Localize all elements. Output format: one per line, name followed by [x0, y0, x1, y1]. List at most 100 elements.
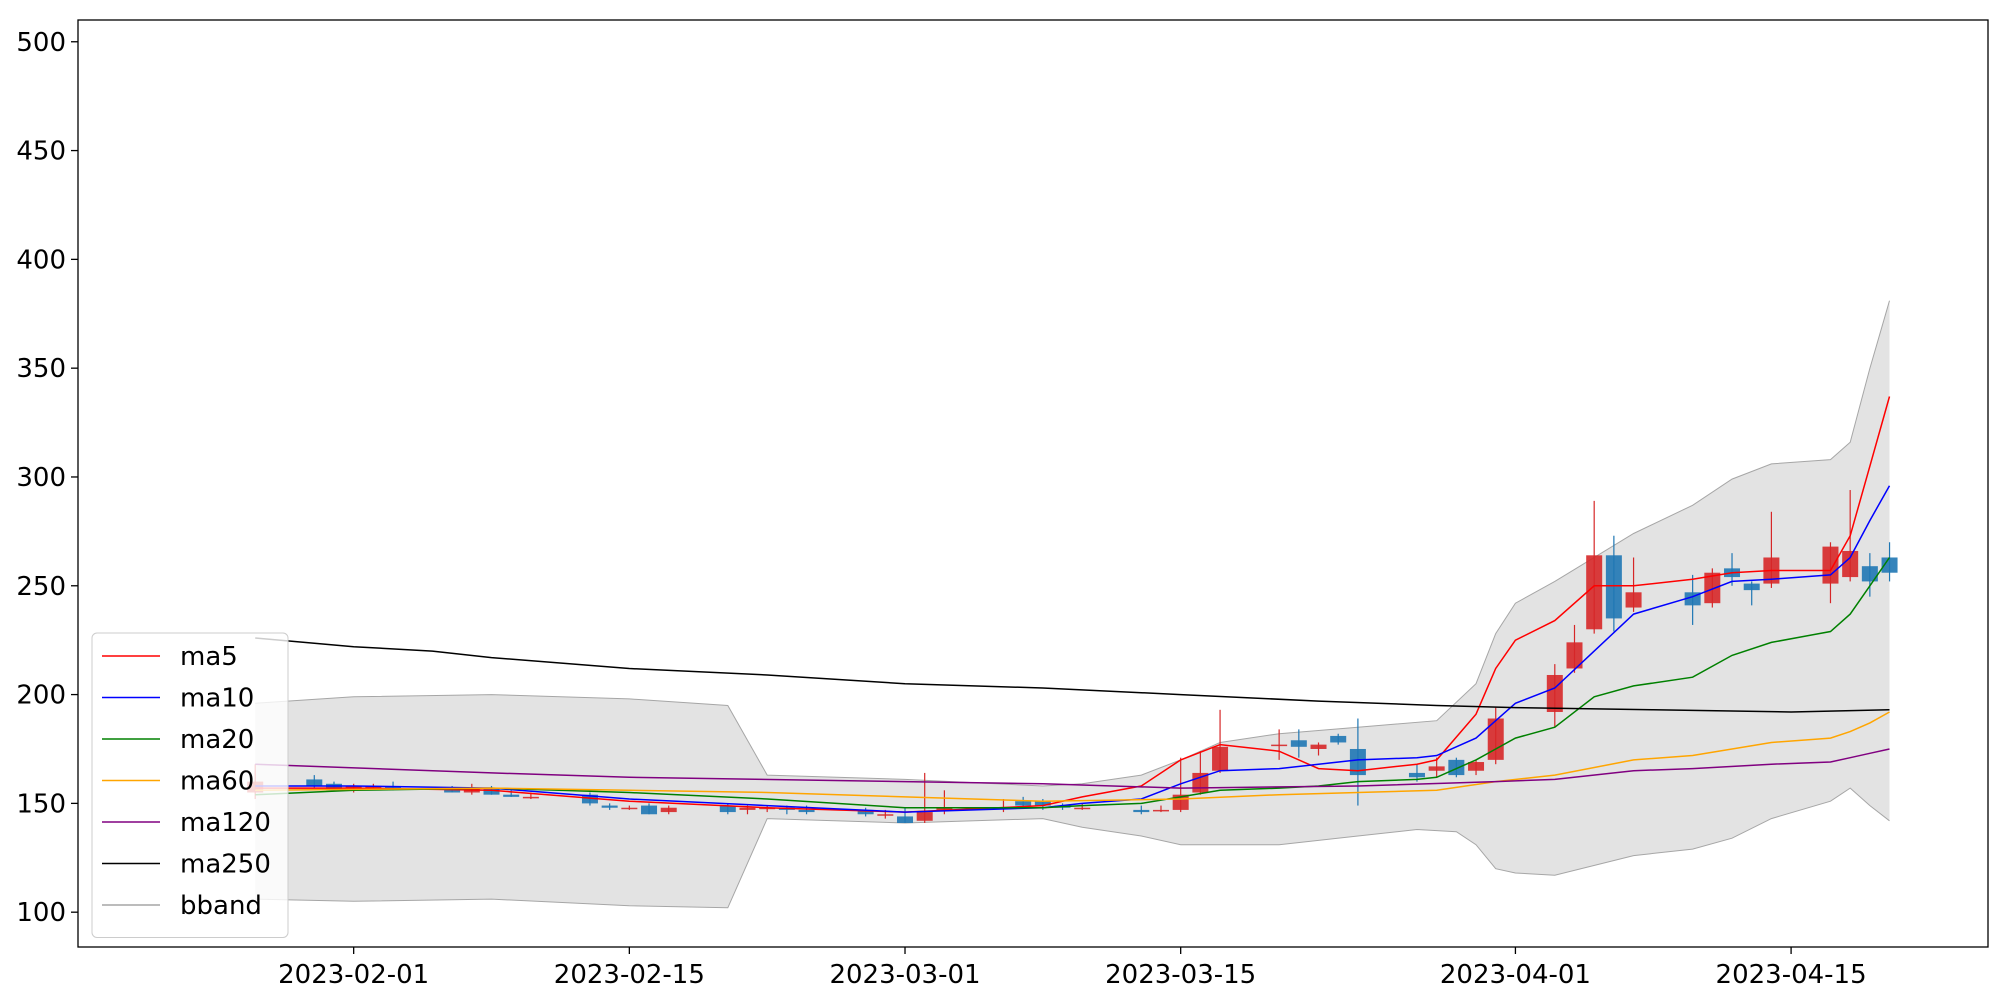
candle-body	[306, 779, 323, 786]
line-ma20	[255, 557, 1891, 809]
legend-label-ma20: ma20	[180, 725, 254, 755]
candle-2023-02-15	[621, 805, 638, 810]
candle-2023-03-30	[1468, 759, 1485, 776]
candle-body	[1133, 809, 1150, 813]
bband-lower-line	[255, 787, 1890, 909]
candle-body	[345, 785, 362, 789]
y-tick-label: 150	[16, 789, 66, 819]
plot-frame	[77, 19, 1989, 948]
candle-body	[798, 809, 815, 813]
candle-2023-03-22	[1310, 742, 1327, 756]
candle-body	[739, 807, 756, 810]
y-tick-label: 400	[16, 245, 66, 275]
candle-body	[483, 788, 500, 795]
y-tick-label: 500	[16, 28, 66, 58]
candle-body	[325, 783, 342, 791]
candle-body	[897, 816, 914, 823]
candle-body	[1468, 762, 1485, 771]
candle-2023-04-17	[1822, 542, 1839, 604]
x-tick-label: 2023-04-01	[1440, 960, 1591, 990]
candle-body	[503, 794, 520, 797]
candle-2023-03-17	[1212, 709, 1229, 773]
candle-2023-03-23	[1330, 733, 1347, 745]
candle-body	[641, 805, 658, 815]
candle-body	[1448, 759, 1465, 776]
candle-body	[660, 807, 677, 813]
candle-2023-03-01	[897, 807, 914, 823]
candle-2023-03-21	[1290, 729, 1307, 758]
line-ma10	[255, 485, 1891, 813]
candle-2023-03-14	[1152, 805, 1169, 813]
candle-2023-03-29	[1448, 757, 1465, 778]
bband-fill	[255, 300, 1890, 908]
y-tick-label: 200	[16, 681, 66, 711]
candle-body	[1152, 809, 1169, 812]
candle-body	[1625, 592, 1642, 608]
candle-2023-04-06	[1605, 535, 1622, 632]
candle-body	[719, 805, 736, 813]
line-ma250	[255, 637, 1890, 713]
candle-2023-04-19	[1861, 553, 1878, 597]
candle-body	[522, 796, 539, 799]
x-tick-label: 2023-04-15	[1716, 960, 1867, 990]
candle-body	[1015, 801, 1032, 806]
candle-body	[1310, 744, 1327, 749]
candle-2023-04-07	[1625, 557, 1642, 612]
candle-2023-02-16	[641, 803, 658, 815]
candle-body	[1546, 674, 1563, 712]
legend-label-ma120: ma120	[180, 808, 271, 838]
plot-area	[247, 300, 1898, 909]
x-tick-label: 2023-03-01	[829, 960, 980, 990]
candle-body	[1566, 642, 1583, 669]
candle-body	[365, 785, 382, 789]
candle-body	[1586, 555, 1603, 630]
candle-body	[1822, 546, 1839, 584]
candle-body	[1428, 766, 1445, 771]
candle-2023-02-13	[581, 792, 598, 806]
line-ma60	[255, 711, 1890, 802]
candle-body	[1487, 718, 1504, 760]
candle-body	[936, 807, 953, 810]
candle-2023-02-17	[660, 805, 677, 815]
candle-body	[581, 794, 598, 804]
legend-label-ma60: ma60	[180, 767, 254, 797]
candle-body	[1881, 557, 1898, 573]
y-tick-label: 450	[16, 137, 66, 167]
candle-body	[1349, 748, 1366, 776]
candle-2023-03-28	[1428, 757, 1445, 778]
candle-body	[759, 807, 776, 810]
candle-body	[916, 812, 933, 821]
candle-body	[877, 814, 894, 816]
x-tick-label: 2023-02-15	[554, 960, 705, 990]
candle-2023-04-05	[1586, 500, 1603, 634]
y-tick-label: 300	[16, 463, 66, 493]
candle-body	[1605, 555, 1622, 619]
candle-body	[621, 807, 638, 810]
candle-2023-04-11	[1704, 568, 1721, 608]
candle-2023-03-31	[1487, 707, 1504, 765]
legend: ma5 ma10 ma20 ma60 ma120 ma250 bband	[91, 632, 289, 938]
candle-body	[1034, 801, 1051, 806]
x-tick-label: 2023-03-15	[1105, 960, 1256, 990]
candle-body	[1330, 735, 1347, 743]
line-ma120	[255, 748, 1890, 789]
candle-2023-02-22	[759, 805, 776, 813]
legend-box	[91, 632, 289, 938]
candle-body	[1743, 583, 1760, 591]
candle-2023-02-14	[601, 803, 618, 810]
candle-body	[857, 809, 874, 815]
x-tick-label: 2023-02-01	[278, 960, 429, 990]
candle-2023-04-13	[1743, 581, 1760, 606]
candle-body	[1704, 572, 1721, 604]
candle-2023-03-20	[1271, 729, 1288, 760]
candle-2023-04-04	[1566, 624, 1583, 673]
legend-label-bband: bband	[180, 891, 262, 921]
candle-body	[1408, 772, 1425, 778]
y-tick-label: 350	[16, 354, 66, 384]
candle-2023-03-24	[1349, 718, 1366, 806]
candle-2023-02-27	[857, 807, 874, 817]
candle-2023-03-10	[1074, 803, 1091, 810]
candle-body	[1861, 566, 1878, 582]
